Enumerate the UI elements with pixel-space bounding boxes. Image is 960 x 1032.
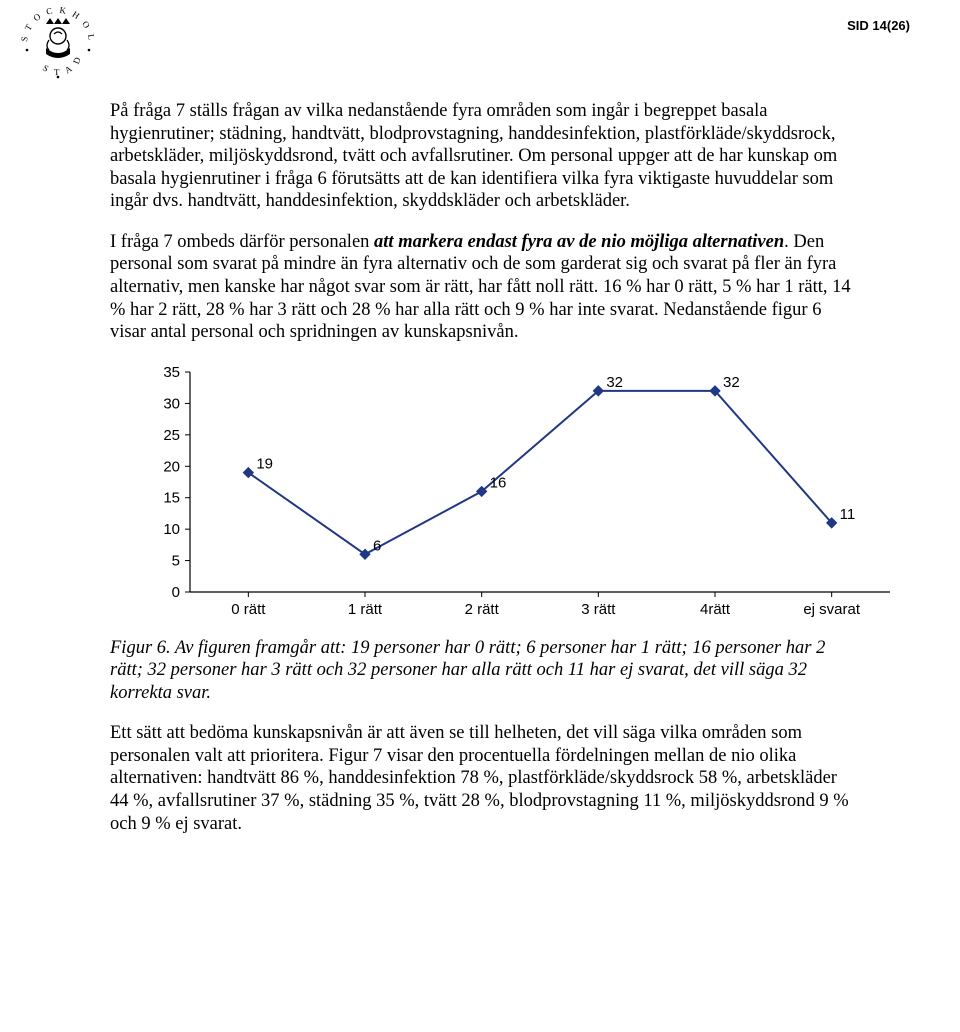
paragraph-1: På fråga 7 ställs frågan av vilka nedans…	[110, 100, 860, 213]
svg-text:1 rätt: 1 rätt	[348, 601, 383, 618]
svg-text:10: 10	[163, 521, 180, 538]
svg-text:ej svarat: ej svarat	[803, 601, 861, 618]
svg-text:5: 5	[172, 552, 180, 569]
svg-text:0: 0	[172, 584, 180, 601]
svg-text:2 rätt: 2 rätt	[465, 601, 500, 618]
svg-text:20: 20	[163, 458, 180, 475]
page-number: SID 14(26)	[847, 18, 910, 33]
city-logo: S T O C K H O L M S S T A D	[18, 0, 98, 90]
svg-text:30: 30	[163, 395, 180, 412]
svg-text:32: 32	[723, 373, 740, 390]
svg-text:11: 11	[840, 505, 856, 522]
para2-lead: I fråga 7 ombeds därför personalen	[110, 232, 374, 252]
figure-6-chart: 0 5 10 15 20 25 30 35 0 rätt 1 rätt 2 rätt 3 rätt 4r…	[140, 362, 900, 627]
svg-text:6: 6	[373, 537, 381, 554]
svg-text:19: 19	[256, 455, 273, 472]
svg-text:32: 32	[606, 373, 623, 390]
svg-text:35: 35	[163, 364, 180, 381]
svg-text:0 rätt: 0 rätt	[231, 601, 266, 618]
paragraph-3: Ett sätt att bedöma kunskapsnivån är att…	[110, 722, 860, 835]
svg-text:16: 16	[490, 474, 507, 491]
svg-text:25: 25	[163, 426, 180, 443]
svg-text:3 rätt: 3 rätt	[581, 601, 616, 618]
paragraph-2: I fråga 7 ombeds därför personalen att m…	[110, 231, 860, 344]
para2-emphasis: att markera endast fyra av de nio möjlig…	[374, 232, 784, 252]
figure-6-caption: Figur 6. Av figuren framgår att: 19 pers…	[110, 637, 860, 705]
svg-text:4rätt: 4rätt	[700, 601, 731, 618]
svg-text:15: 15	[163, 489, 180, 506]
